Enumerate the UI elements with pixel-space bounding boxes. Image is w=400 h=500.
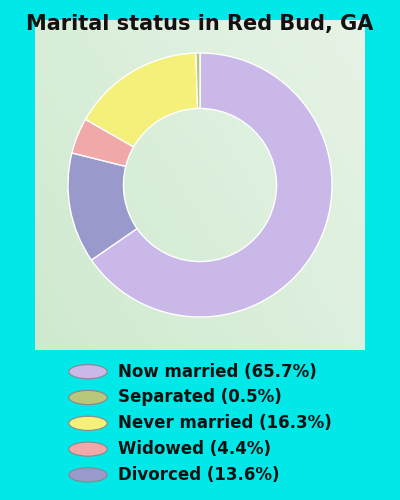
Circle shape	[69, 416, 107, 430]
Text: Now married (65.7%): Now married (65.7%)	[118, 362, 317, 380]
Text: Separated (0.5%): Separated (0.5%)	[118, 388, 282, 406]
Wedge shape	[92, 53, 332, 317]
Wedge shape	[72, 120, 134, 166]
Circle shape	[69, 468, 107, 482]
Text: Divorced (13.6%): Divorced (13.6%)	[118, 466, 280, 484]
Text: Widowed (4.4%): Widowed (4.4%)	[118, 440, 271, 458]
Circle shape	[69, 442, 107, 456]
Text: Marital status in Red Bud, GA: Marital status in Red Bud, GA	[26, 14, 374, 34]
Wedge shape	[196, 53, 200, 108]
Circle shape	[69, 390, 107, 404]
Wedge shape	[68, 153, 137, 260]
Circle shape	[69, 364, 107, 379]
Text: Never married (16.3%): Never married (16.3%)	[118, 414, 332, 432]
Wedge shape	[86, 53, 198, 147]
